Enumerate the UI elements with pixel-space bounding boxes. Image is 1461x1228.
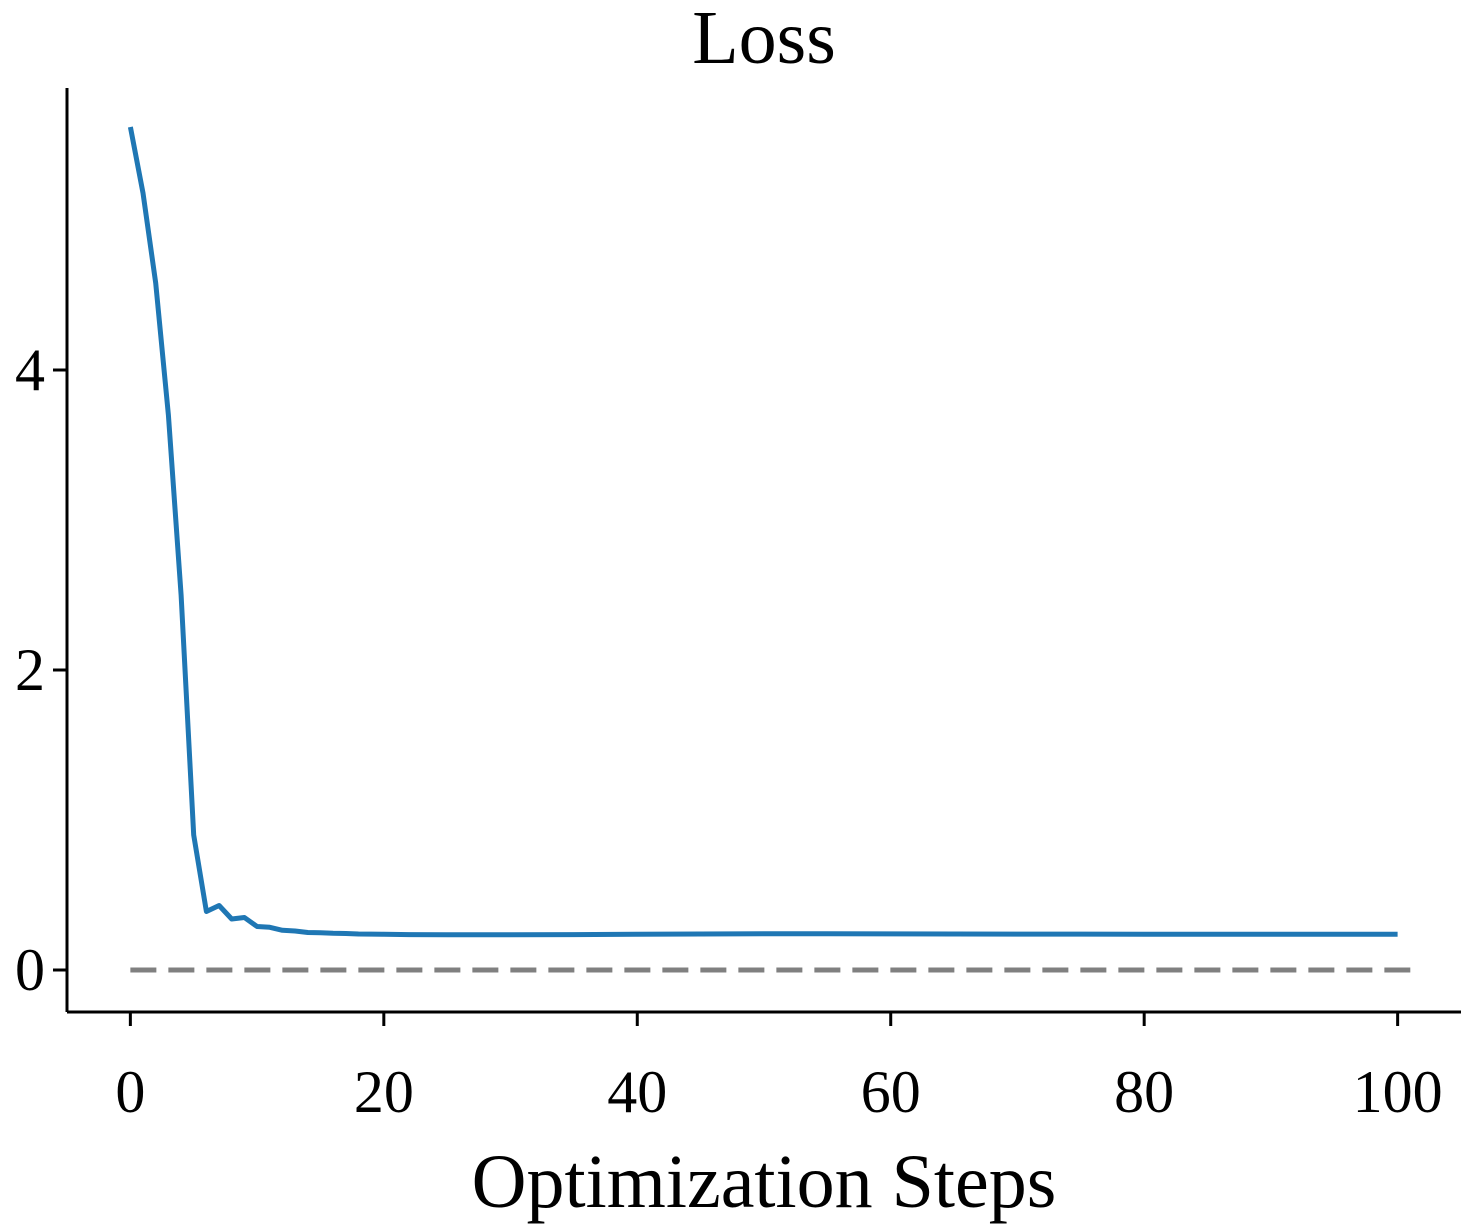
x-tick-label: 100 bbox=[1353, 1059, 1443, 1125]
x-tick-label: 0 bbox=[115, 1059, 145, 1125]
chart-title: Loss bbox=[692, 0, 836, 80]
x-tick-label: 20 bbox=[354, 1059, 414, 1125]
loss-series-line bbox=[127, 126, 1398, 938]
y-tick-label: 0 bbox=[15, 937, 45, 1003]
x-tick-label: 60 bbox=[861, 1059, 921, 1125]
plot-area: 0 20 40 60 80 100 0 2 4 bbox=[15, 88, 1461, 1125]
x-tick-label: 80 bbox=[1114, 1059, 1174, 1125]
y-tick-label: 2 bbox=[15, 637, 45, 703]
x-axis-label: Optimization Steps bbox=[472, 1140, 1057, 1224]
y-tick-label: 4 bbox=[15, 337, 45, 403]
x-tick-label: 40 bbox=[607, 1059, 667, 1125]
